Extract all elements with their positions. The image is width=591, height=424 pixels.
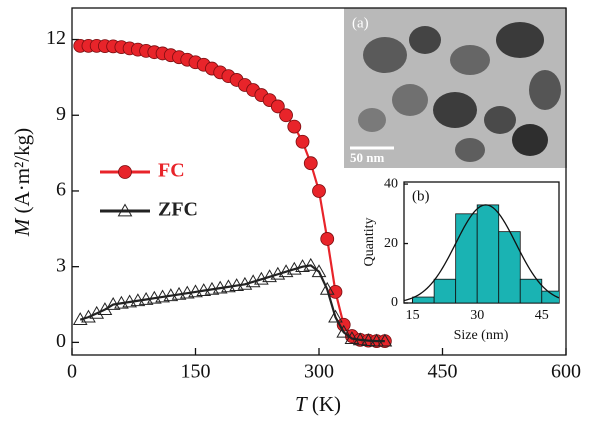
x-tick-label: 45 — [535, 308, 549, 323]
data-point — [97, 302, 113, 315]
x-axis-title: T (K) — [295, 392, 341, 416]
fit-curve — [404, 204, 559, 302]
bar — [455, 213, 478, 303]
data-point — [352, 332, 368, 346]
data-point — [328, 309, 343, 323]
data-point — [270, 99, 285, 114]
data-point — [105, 297, 121, 310]
x-tick-label: 15 — [406, 308, 420, 323]
inset-label: (a) — [352, 15, 369, 31]
legend-marker — [117, 203, 133, 217]
y-axis-unit: (A·m²/kg) — [10, 128, 34, 214]
x-tick-label: 600 — [551, 361, 581, 383]
bar — [412, 296, 435, 303]
x-tick-label: 450 — [428, 361, 458, 383]
y-tick-label: 20 — [384, 236, 398, 251]
legend-label: FC — [158, 160, 185, 182]
x-tick-label: 150 — [181, 361, 211, 383]
y-tick-label: 0 — [56, 330, 66, 352]
data-point — [369, 333, 384, 347]
data-point — [319, 281, 335, 295]
data-point — [163, 288, 179, 302]
data-point — [130, 293, 146, 307]
data-point — [361, 333, 376, 346]
y-tick-label: 40 — [384, 176, 398, 191]
x-axis-title: Size (nm) — [454, 328, 509, 343]
scale-bar-label: 50 nm — [350, 150, 384, 165]
data-point — [122, 294, 137, 308]
data-point — [204, 281, 220, 295]
legend-label: ZFC — [158, 199, 198, 221]
data-point — [320, 232, 335, 246]
y-axis-title: M (A·m²/kg) — [10, 128, 34, 237]
y-axis-title: Quantity — [362, 218, 377, 267]
x-axis-unit: (K) — [312, 392, 341, 416]
y-tick-label: 12 — [46, 27, 66, 49]
y-tick-label: 0 — [391, 295, 398, 310]
data-point — [221, 279, 236, 293]
data-point — [212, 280, 228, 294]
tem-image: (a) 50 nm — [344, 8, 567, 168]
data-point — [303, 257, 319, 271]
data-point — [114, 295, 129, 309]
panel-label: (b) — [412, 188, 430, 204]
legend-marker — [118, 165, 132, 179]
y-axis-symbol: M — [10, 217, 34, 237]
data-point — [229, 278, 245, 291]
bar — [433, 278, 457, 303]
data-point — [312, 184, 326, 198]
x-tick-label: 0 — [67, 361, 77, 383]
y-tick-label: 6 — [56, 179, 66, 201]
data-point — [138, 291, 154, 305]
bar — [476, 204, 500, 303]
data-point — [344, 331, 360, 344]
y-tick-label: 9 — [56, 103, 66, 125]
x-axis-symbol: T — [295, 392, 308, 416]
y-tick-label: 3 — [56, 254, 66, 276]
x-tick-label: 300 — [304, 361, 334, 383]
bar — [541, 290, 559, 303]
x-tick-label: 30 — [470, 308, 484, 323]
data-point — [188, 284, 203, 298]
data-point — [303, 156, 318, 171]
data-point — [311, 264, 327, 278]
data-point — [328, 285, 343, 299]
data-point — [336, 324, 352, 338]
data-point — [171, 286, 187, 300]
data-point — [279, 108, 293, 123]
data-point — [295, 259, 310, 273]
bars — [412, 204, 559, 303]
bar — [498, 231, 521, 303]
data-point — [146, 290, 162, 304]
data-point — [295, 134, 310, 149]
data-point — [377, 333, 393, 347]
data-point — [179, 285, 195, 299]
data-point — [196, 283, 212, 297]
data-point — [155, 289, 170, 303]
data-point — [287, 119, 302, 134]
